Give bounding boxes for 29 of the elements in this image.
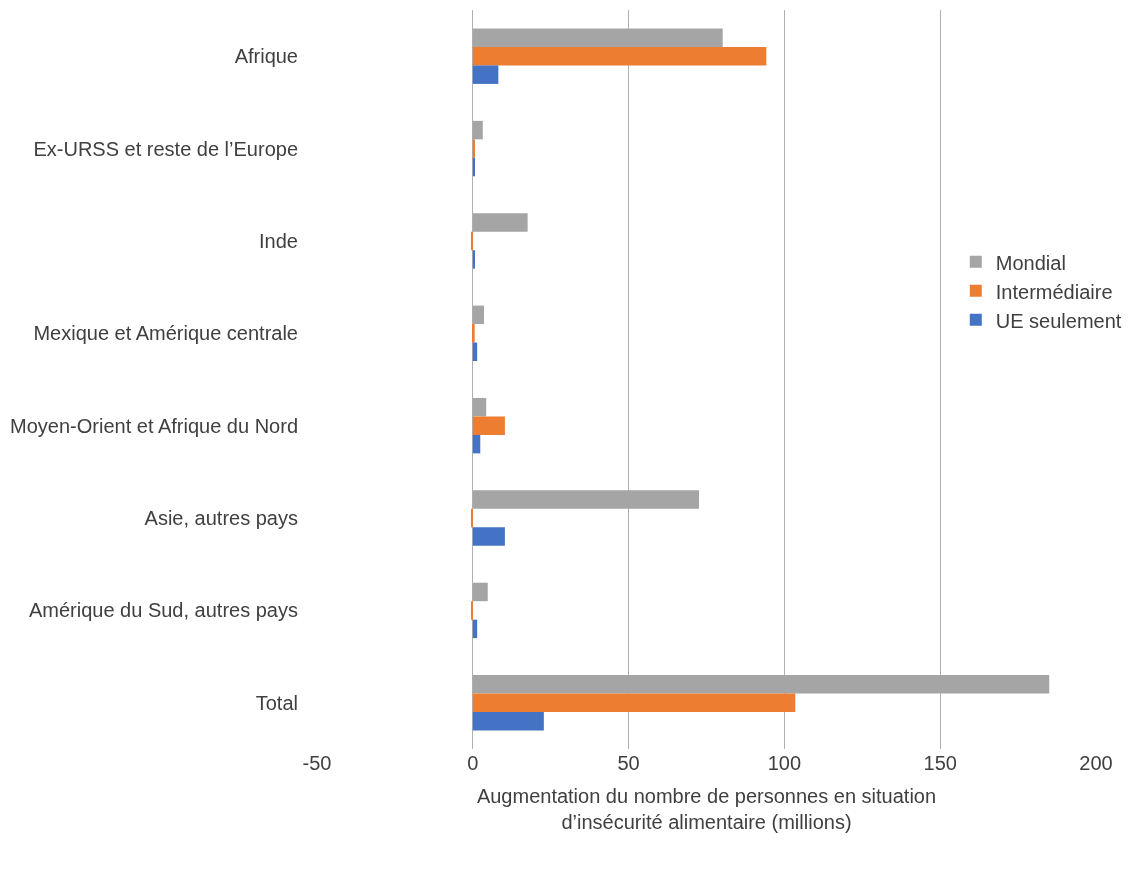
x-tick-label: 200 — [1079, 752, 1113, 774]
y-tick-label: Moyen-Orient et Afrique du Nord — [10, 414, 298, 437]
x-tick-label: 100 — [767, 752, 802, 774]
y-tick-label: Total — [255, 691, 298, 714]
legend-label: UE seulement — [995, 309, 1122, 332]
x-axis-title: Augmentation du nombre de personnes en situation d’insécurité alimentaire (millions) — [476, 784, 937, 833]
bar — [472, 527, 505, 546]
y-tick-label: Mexique et Amérique centrale — [33, 322, 298, 345]
y-tick-label: Inde — [259, 229, 298, 252]
y-tick-label: Asie, autres pays — [144, 507, 298, 530]
x-tick-label: 150 — [923, 752, 957, 774]
bar — [472, 712, 544, 731]
bar — [472, 65, 499, 84]
bar — [472, 324, 475, 343]
bar — [472, 46, 767, 66]
legend-label: Intermédiaire — [995, 280, 1113, 303]
bar — [472, 157, 475, 177]
y-tick-label: Afrique — [234, 45, 298, 68]
x-tick-label: -50 — [302, 752, 332, 774]
bar — [472, 434, 481, 454]
bar — [472, 250, 475, 269]
bar — [472, 416, 505, 435]
y-tick-label: Amérique du Sud, autres pays — [28, 599, 298, 622]
bar — [472, 139, 475, 158]
x-tick-label: 50 — [617, 752, 640, 774]
bar — [472, 693, 796, 713]
y-tick-label: Ex-URSS et reste de l’Europe — [33, 137, 298, 160]
legend-label: Mondial — [995, 251, 1066, 274]
x-tick-label: 0 — [467, 752, 479, 774]
